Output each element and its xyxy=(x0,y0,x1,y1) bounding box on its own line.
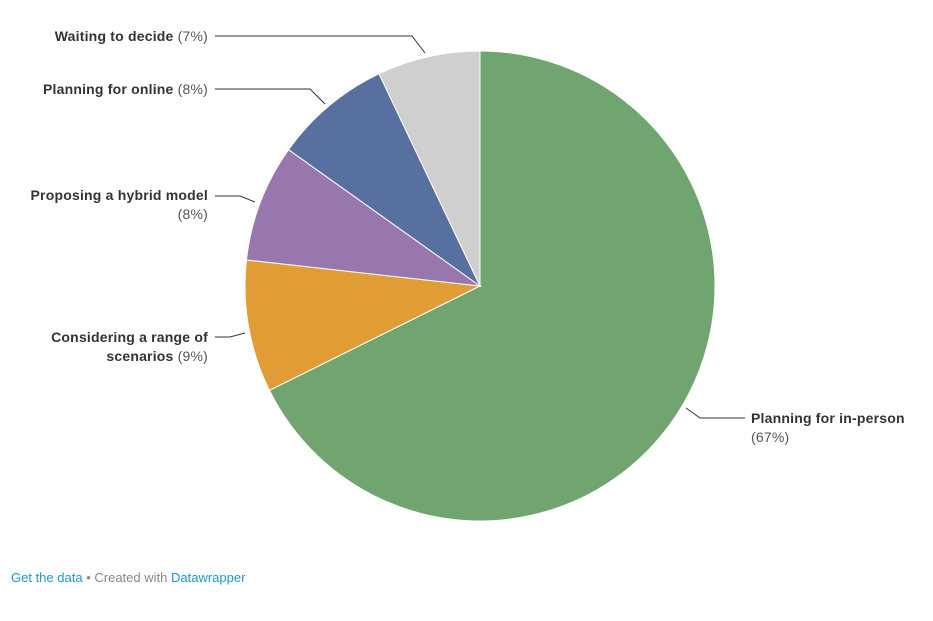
leader-line xyxy=(215,195,256,203)
pie-slice xyxy=(244,259,482,392)
category-name: Planning for online xyxy=(42,81,174,97)
leader-line xyxy=(685,407,745,419)
separator: • xyxy=(86,570,91,585)
category-name: Proposing a hybrid model xyxy=(30,187,208,203)
pie-slice xyxy=(268,50,716,522)
pie-slice xyxy=(378,50,481,287)
value-label: (9%) xyxy=(177,348,208,364)
leader-line xyxy=(215,332,246,338)
footer: Get the data • Created with Datawrapper xyxy=(11,570,245,585)
pie-slice xyxy=(245,148,482,287)
leader-line xyxy=(215,35,426,54)
category-name: Waiting to decide xyxy=(54,28,174,44)
value-label: (8%) xyxy=(177,206,208,222)
category-name: Planning for in-person xyxy=(751,410,905,426)
slice-label: Planning for online (8%) xyxy=(0,80,208,99)
slice-label: Proposing a hybrid model (8%) xyxy=(16,186,208,224)
credit: Created with xyxy=(94,570,168,585)
slice-label: Waiting to decide (7%) xyxy=(0,27,208,46)
value-label: (8%) xyxy=(177,81,208,97)
slice-label: Planning for in-person (67%) xyxy=(751,409,931,447)
leader-line xyxy=(215,88,326,105)
slice-label: Considering a range of scenarios (9%) xyxy=(28,328,208,366)
pie-slice xyxy=(287,73,482,288)
get-data-link[interactable]: Get the data xyxy=(11,570,83,585)
tool-link[interactable]: Datawrapper xyxy=(170,570,246,585)
category-name: Considering a range of scenarios xyxy=(51,329,208,364)
value-label: (7%) xyxy=(177,28,208,44)
value-label: (67%) xyxy=(751,429,790,445)
